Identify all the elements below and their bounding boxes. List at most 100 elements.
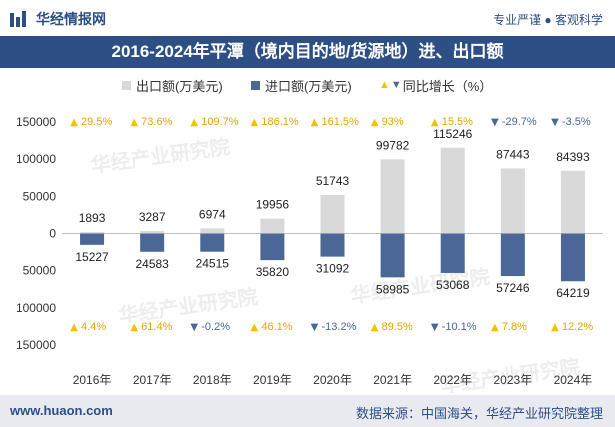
legend-growth-label: 同比增长（%） [402, 78, 493, 94]
import-growth-label: 4.4% [81, 321, 106, 333]
import-value-label: 24583 [135, 257, 169, 271]
export-growth-down-icon: ▼ [491, 117, 499, 128]
x-tick-label: 2024年 [554, 373, 593, 387]
import-growth-down-icon: ▼ [311, 322, 319, 333]
import-growth-label: -0.2% [201, 321, 230, 333]
title-bar: 2016-2024年平潭（境内目的地/货源地）进、出口额 [0, 36, 615, 68]
export-bar [500, 168, 525, 234]
slogan: 专业严谨 ● 客观科学 [493, 13, 603, 27]
import-growth-label: 61.4% [141, 321, 172, 333]
export-bar [80, 232, 105, 234]
import-growth-label: 7.8% [502, 321, 527, 333]
export-growth-label: 161.5% [322, 116, 360, 128]
legend-import-label: 进口额(万美元) [265, 78, 352, 94]
y-tick-label: 50000 [23, 189, 57, 203]
export-value-label: 1893 [79, 211, 106, 225]
import-value-label: 57246 [496, 281, 530, 295]
export-growth-label: 186.1% [261, 116, 299, 128]
export-bar [140, 231, 165, 234]
chart-title: 2016-2024年平潭（境内目的地/货源地）进、出口额 [111, 42, 504, 61]
x-tick-label: 2017年 [133, 373, 172, 387]
export-value-label: 51743 [316, 174, 350, 188]
legend-import: 进口额(万美元) [251, 76, 352, 94]
import-bar [560, 233, 585, 282]
logo-text: 华经情报网 [36, 11, 106, 27]
export-growth-label: -29.7% [502, 116, 537, 128]
legend-down-triangle-icon: ▼ [390, 79, 402, 91]
import-growth-up-icon: ▲ [251, 322, 259, 333]
import-bar [140, 233, 165, 252]
logo: 华经情报网 [10, 9, 106, 29]
y-tick-label: 150000 [16, 338, 56, 352]
top-bar: 华经情报网 专业严谨 ● 客观科学 [0, 0, 615, 36]
export-growth-up-icon: ▲ [311, 117, 319, 128]
import-growth-label: -13.2% [322, 321, 357, 333]
import-bar [320, 233, 345, 257]
export-growth-up-icon: ▲ [190, 117, 198, 128]
x-tick-label: 2018年 [193, 373, 232, 387]
export-growth-label: 15.5% [442, 116, 473, 128]
export-value-label: 84393 [556, 150, 590, 164]
import-value-label: 35820 [256, 265, 290, 279]
footer-website: www.huaon.com [10, 403, 113, 418]
import-value-label: 31092 [316, 262, 350, 276]
export-bar [200, 228, 225, 234]
import-growth-up-icon: ▲ [70, 322, 78, 333]
import-value-label: 64219 [556, 286, 590, 300]
legend-import-swatch [251, 80, 260, 90]
export-value-label: 19956 [256, 198, 290, 212]
import-bar [440, 233, 465, 273]
export-bar [320, 195, 345, 234]
x-tick-label: 2016年 [73, 373, 112, 387]
import-growth-label: 12.2% [562, 321, 593, 333]
import-growth-up-icon: ▲ [130, 322, 138, 333]
import-value-label: 24515 [196, 257, 230, 271]
legend-export: 出口额(万美元) [122, 76, 223, 94]
footer-source: 数据来源：中国海关，华经产业研究院整理 [355, 406, 603, 421]
export-growth-label: 73.6% [141, 116, 172, 128]
x-tick-label: 2019年 [253, 373, 292, 387]
y-tick-label: 50000 [23, 264, 57, 278]
logo-bars-icon [10, 11, 26, 27]
export-value-label: 87443 [496, 148, 530, 162]
export-growth-up-icon: ▲ [130, 117, 138, 128]
export-bar [260, 218, 285, 234]
export-bar [380, 159, 405, 234]
export-growth-up-icon: ▲ [431, 117, 439, 128]
import-bar [500, 233, 525, 277]
x-tick-label: 2021年 [373, 373, 412, 387]
x-tick-label: 2023年 [493, 373, 532, 387]
import-bar [380, 233, 405, 278]
y-tick-label: 100000 [16, 301, 56, 315]
x-tick-label: 2022年 [433, 373, 472, 387]
import-value-label: 15227 [75, 250, 109, 264]
legend: 出口额(万美元) 进口额(万美元) ▲ ▼ 同比增长（%） [0, 76, 615, 94]
legend-growth: ▲ ▼ 同比增长（%） [379, 76, 492, 94]
import-growth-up-icon: ▲ [371, 322, 379, 333]
x-tick-label: 2020年 [313, 373, 352, 387]
import-growth-up-icon: ▲ [551, 322, 559, 333]
import-value-label: 58985 [376, 282, 410, 296]
export-growth-up-icon: ▲ [70, 117, 78, 128]
y-tick-label: 150000 [16, 115, 56, 129]
export-bar [440, 147, 465, 234]
export-growth-label: 29.5% [81, 116, 112, 128]
import-value-label: 53068 [436, 278, 470, 292]
import-growth-up-icon: ▲ [491, 322, 499, 333]
import-bar [260, 233, 285, 261]
y-tick-label: 0 [49, 227, 56, 241]
export-value-label: 115246 [433, 127, 472, 141]
footer: www.huaon.com 数据来源：中国海关，华经产业研究院整理 [0, 395, 615, 427]
export-growth-down-icon: ▼ [551, 117, 559, 128]
import-growth-label: 46.1% [261, 321, 292, 333]
export-value-label: 6974 [199, 207, 226, 221]
export-growth-up-icon: ▲ [251, 117, 259, 128]
import-growth-down-icon: ▼ [190, 322, 198, 333]
export-bar [560, 170, 585, 234]
legend-export-label: 出口额(万美元) [136, 78, 223, 94]
import-bar [200, 233, 225, 252]
export-growth-label: -3.5% [562, 116, 591, 128]
export-growth-label: 109.7% [201, 116, 239, 128]
export-value-label: 99782 [376, 138, 410, 152]
import-growth-label: 89.5% [382, 321, 413, 333]
